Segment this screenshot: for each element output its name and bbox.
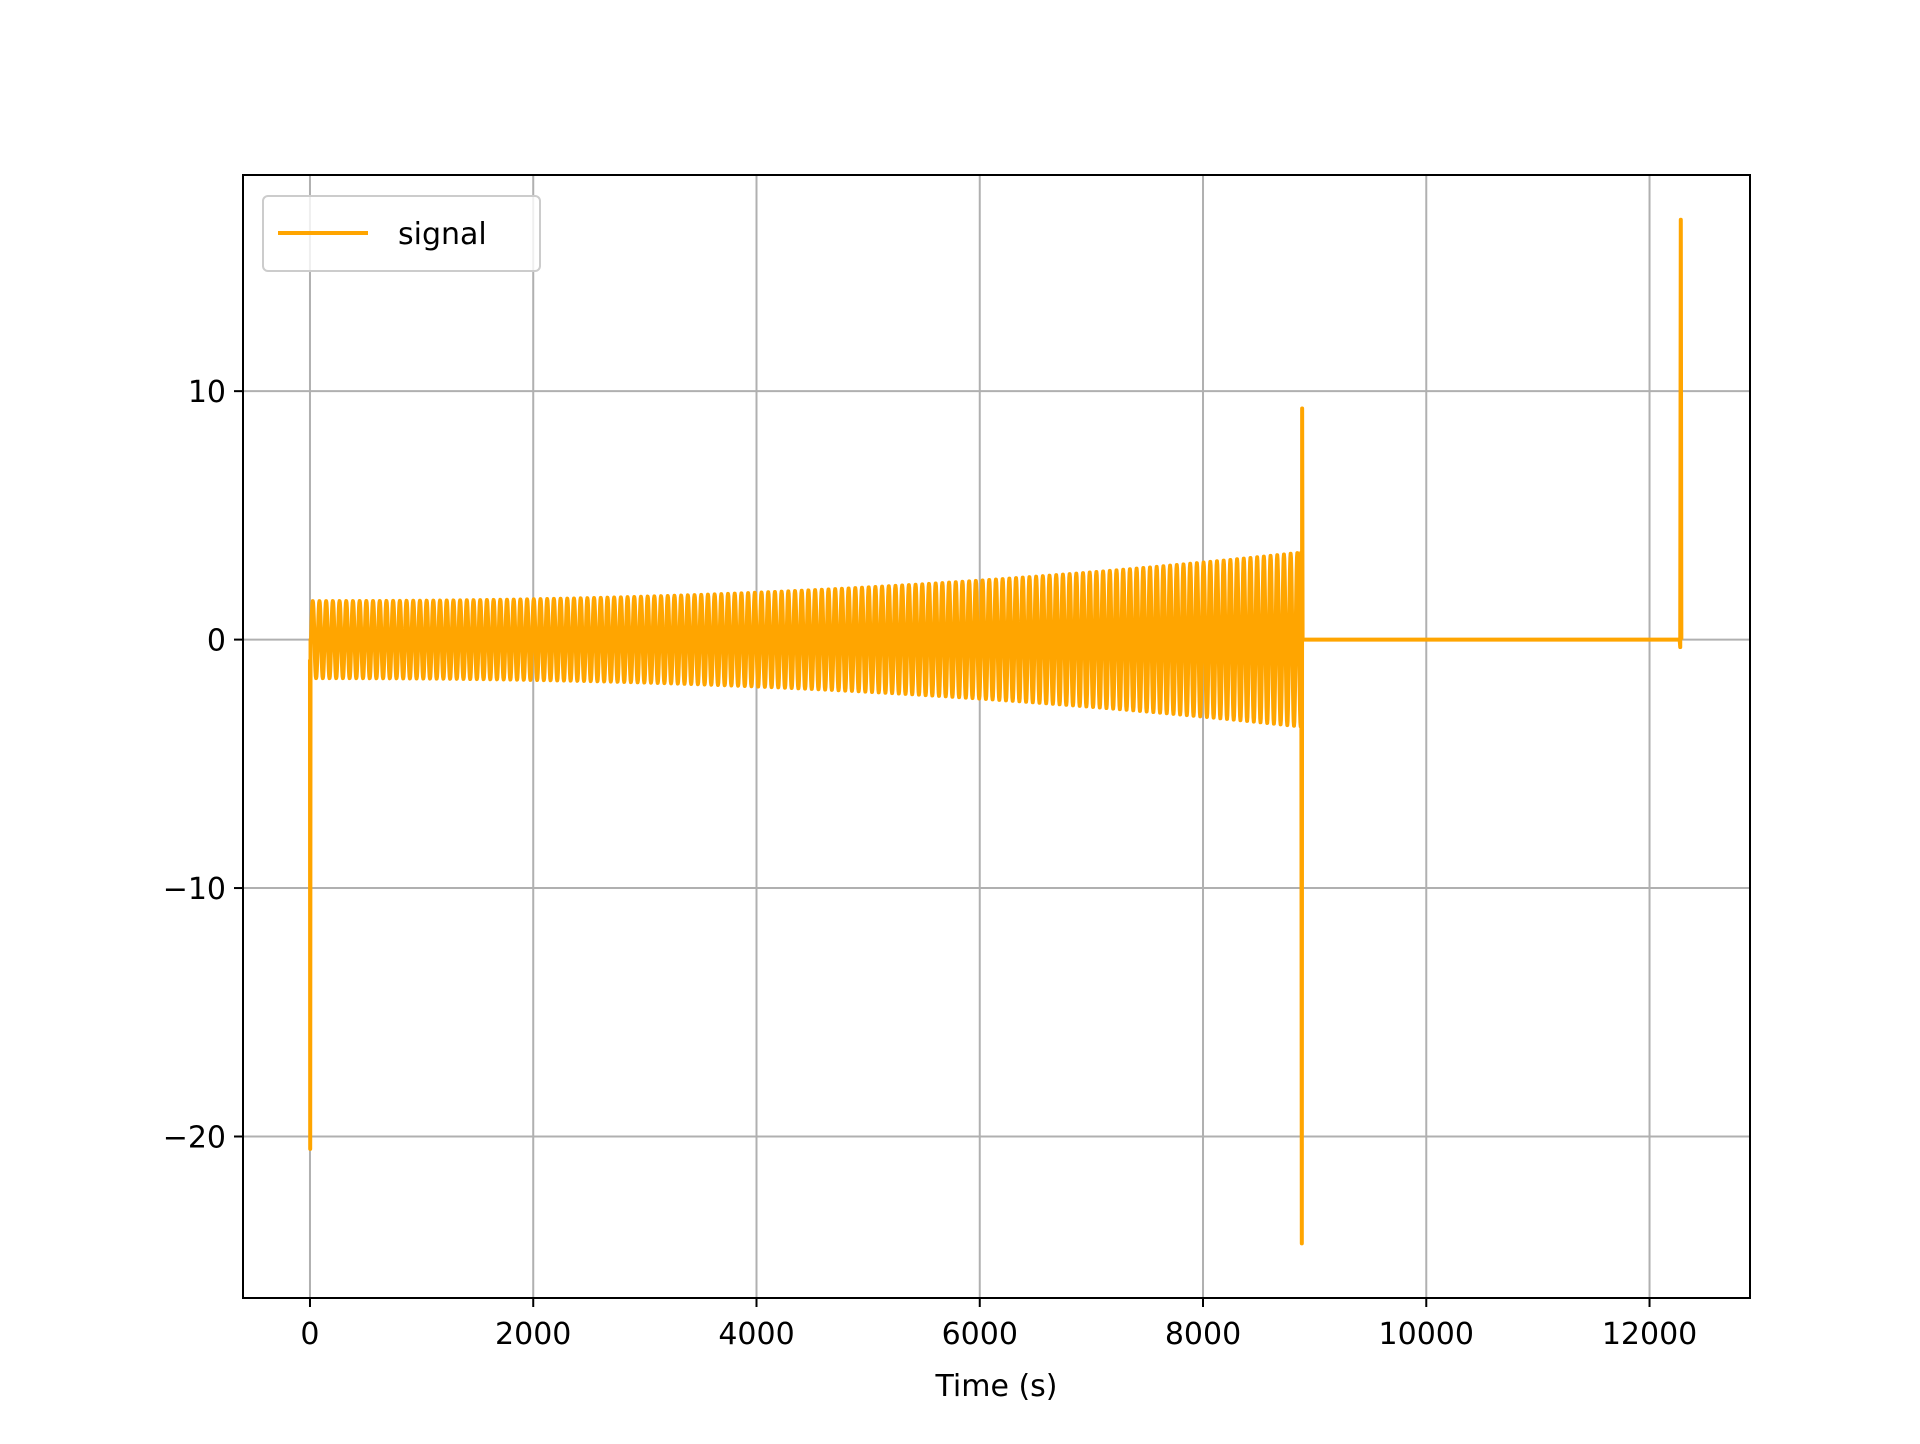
x-tick-label: 12000 — [1602, 1317, 1697, 1352]
legend-label-signal: signal — [398, 217, 487, 252]
series-line-signal — [307, 217, 1684, 1246]
legend: signal — [262, 195, 541, 272]
y-tick-label: 0 — [207, 624, 226, 659]
plot-frame — [242, 174, 1751, 1299]
y-tick-label: 10 — [188, 375, 226, 410]
x-tick-label: 10000 — [1379, 1317, 1474, 1352]
x-tick-label: 6000 — [942, 1317, 1018, 1352]
x-tick-label: 4000 — [718, 1317, 794, 1352]
x-tick-label: 0 — [300, 1317, 319, 1352]
ticks-layer: 0 2000 4000 6000 8000 10000 12000 −20 −10 0 10 — [163, 375, 1698, 1352]
x-tick-label: 8000 — [1165, 1317, 1241, 1352]
x-axis-label: Time (s) — [935, 1369, 1058, 1404]
legend-frame — [262, 195, 541, 272]
y-tick-label: −10 — [163, 872, 226, 907]
y-tick-label: −20 — [163, 1121, 226, 1156]
series-layer — [307, 217, 1684, 1246]
x-tick-label: 2000 — [495, 1317, 571, 1352]
